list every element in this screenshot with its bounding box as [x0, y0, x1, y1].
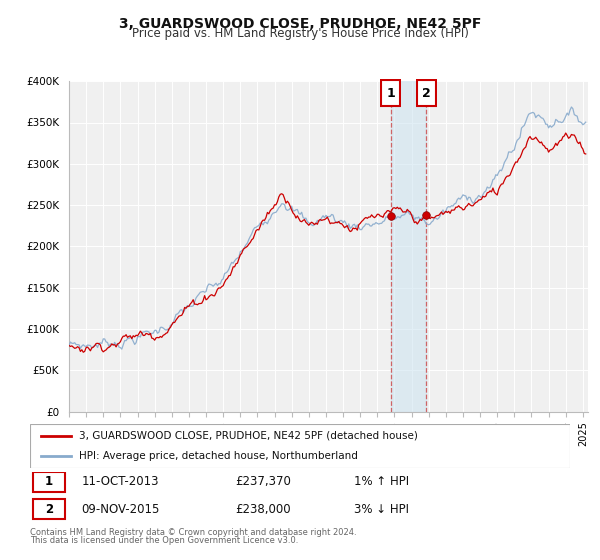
Text: 1% ↑ HPI: 1% ↑ HPI	[354, 475, 409, 488]
FancyBboxPatch shape	[33, 472, 65, 492]
Text: This data is licensed under the Open Government Licence v3.0.: This data is licensed under the Open Gov…	[30, 536, 298, 545]
FancyBboxPatch shape	[30, 424, 570, 468]
Text: 2: 2	[422, 87, 431, 100]
Text: 1: 1	[386, 87, 395, 100]
FancyBboxPatch shape	[33, 500, 65, 520]
Bar	[391, 81, 427, 412]
FancyBboxPatch shape	[417, 80, 436, 106]
Text: £237,370: £237,370	[235, 475, 291, 488]
Text: 3, GUARDSWOOD CLOSE, PRUDHOE, NE42 5PF: 3, GUARDSWOOD CLOSE, PRUDHOE, NE42 5PF	[119, 17, 481, 31]
Text: 1: 1	[45, 475, 53, 488]
Text: 2: 2	[45, 503, 53, 516]
Text: 3% ↓ HPI: 3% ↓ HPI	[354, 503, 409, 516]
Text: 11-OCT-2013: 11-OCT-2013	[82, 475, 159, 488]
Text: HPI: Average price, detached house, Northumberland: HPI: Average price, detached house, Nort…	[79, 451, 358, 461]
Text: 09-NOV-2015: 09-NOV-2015	[82, 503, 160, 516]
Text: £238,000: £238,000	[235, 503, 291, 516]
Text: Price paid vs. HM Land Registry's House Price Index (HPI): Price paid vs. HM Land Registry's House …	[131, 27, 469, 40]
Text: Contains HM Land Registry data © Crown copyright and database right 2024.: Contains HM Land Registry data © Crown c…	[30, 528, 356, 536]
FancyBboxPatch shape	[382, 80, 400, 106]
Text: 3, GUARDSWOOD CLOSE, PRUDHOE, NE42 5PF (detached house): 3, GUARDSWOOD CLOSE, PRUDHOE, NE42 5PF (…	[79, 431, 418, 441]
